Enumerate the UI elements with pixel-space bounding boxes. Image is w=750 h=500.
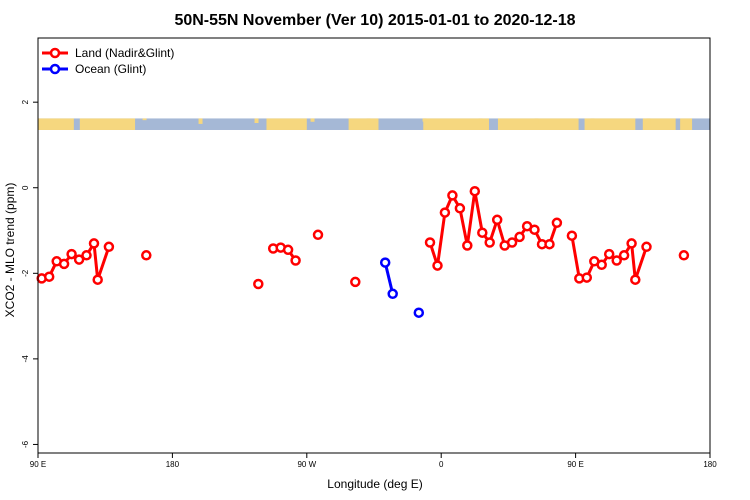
land-ocean-band: [38, 118, 710, 130]
land-band-segment: [266, 118, 307, 130]
y-axis-label: XCO2 - MLO trend (ppm): [3, 183, 17, 318]
land-band-segment: [142, 118, 147, 121]
data-point-land: [103, 241, 115, 253]
land-band-segment: [642, 118, 676, 130]
land-band-segment: [680, 118, 693, 130]
data-point-land: [81, 250, 92, 261]
data-point-land: [462, 240, 473, 251]
land-band-segment: [366, 118, 371, 125]
data-point-land: [253, 278, 264, 290]
data-point-ocean: [387, 288, 398, 300]
land-band-segment: [497, 118, 579, 130]
data-point-land: [641, 241, 652, 253]
data-point-land: [432, 260, 443, 271]
data-point-land: [454, 203, 466, 214]
data-point-land: [73, 254, 85, 265]
series-ocean: [379, 257, 425, 318]
legend-marker-land: [49, 47, 61, 59]
land-band-segment: [423, 118, 489, 130]
data-point-land: [58, 258, 70, 270]
y-tick-label: -4: [21, 355, 30, 363]
legend-label-land: Land (Nadir&Glint): [75, 46, 174, 60]
data-point-land: [626, 238, 637, 249]
data-point-land: [514, 231, 525, 243]
series-line-ocean: [383, 262, 395, 295]
data-point-land: [424, 237, 436, 248]
data-point-land: [141, 250, 152, 261]
data-point-land: [350, 276, 361, 288]
x-tick-label: 180: [166, 460, 180, 469]
data-point-land: [529, 224, 540, 235]
legend: Land (Nadir&Glint) Ocean (Glint): [42, 46, 174, 76]
land-band-segment: [38, 118, 74, 130]
data-point-land: [477, 227, 488, 238]
data-point-land: [630, 274, 641, 285]
y-tick-label: -6: [21, 440, 30, 448]
land-band-segment: [79, 118, 136, 130]
land-band-segment: [534, 118, 539, 124]
data-point-land: [290, 255, 301, 266]
x-axis: 90 E 180 90 W 0 90 E 180: [30, 453, 717, 469]
land-band-segment: [198, 118, 203, 124]
data-point-land: [439, 207, 451, 218]
x-tick-label: 90 E: [30, 460, 46, 469]
data-point-land: [611, 255, 622, 266]
data-point-land: [618, 250, 630, 261]
land-band-segment: [584, 118, 636, 130]
y-tick-label: -2: [21, 269, 30, 277]
land-band-segment: [348, 118, 379, 130]
x-axis-label: Longitude (deg E): [327, 477, 422, 491]
x-tick-label: 90 E: [567, 460, 583, 469]
data-point-land: [596, 259, 607, 271]
land-band-segment: [310, 118, 315, 122]
data-point-land: [312, 229, 324, 241]
data-point-land: [551, 217, 563, 229]
data-point-land: [484, 237, 495, 248]
data-point-ocean: [379, 257, 391, 268]
land-band-segment: [254, 118, 259, 123]
data-point-land: [282, 244, 294, 256]
chart-title: 50N-55N November (Ver 10) 2015-01-01 to …: [174, 12, 575, 29]
series-land: [36, 185, 690, 290]
land-band-segment: [478, 118, 483, 124]
y-tick-label: 2: [21, 99, 30, 104]
x-tick-label: 180: [703, 460, 717, 469]
data-point-ocean: [413, 307, 425, 318]
data-point-land: [92, 274, 103, 285]
x-tick-label: 90 W: [297, 460, 316, 469]
data-point-land: [678, 250, 690, 261]
land-band-segment: [422, 118, 427, 122]
legend-label-ocean: Ocean (Glint): [75, 62, 146, 76]
data-point-land: [447, 190, 458, 201]
data-point-land: [469, 185, 481, 197]
data-point-land: [491, 214, 503, 226]
y-axis: 2 0 -2 -4 -6: [21, 99, 38, 448]
land-band-segment: [646, 118, 651, 124]
y-tick-label: 0: [21, 185, 30, 190]
series-layer: [36, 185, 690, 318]
plot-frame: [37, 37, 711, 454]
data-point-land: [506, 237, 518, 248]
land-band-segment: [590, 118, 595, 121]
data-point-land: [581, 272, 593, 283]
data-point-land: [603, 248, 615, 260]
data-point-land: [566, 230, 578, 241]
data-point-land: [66, 248, 77, 260]
data-point-land: [88, 238, 100, 249]
x-tick-label: 0: [439, 460, 444, 469]
data-point-land: [43, 271, 55, 282]
data-point-land: [544, 238, 555, 250]
legend-marker-ocean: [49, 63, 61, 75]
